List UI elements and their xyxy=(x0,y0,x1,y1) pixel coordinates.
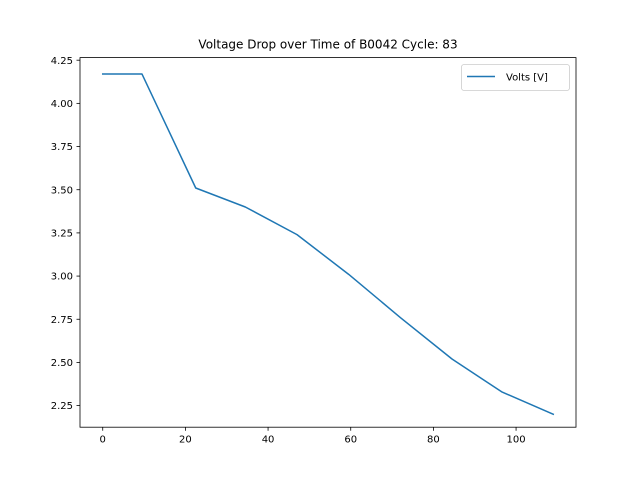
y-tick-label: 3.50 xyxy=(51,185,73,196)
y-tick-label: 4.00 xyxy=(51,99,73,110)
x-tick-label: 20 xyxy=(179,435,192,446)
axes-frame xyxy=(79,57,577,428)
y-tick-label: 2.50 xyxy=(51,358,73,369)
legend-label: Volts [V] xyxy=(506,73,548,84)
y-tick-label: 3.00 xyxy=(51,272,73,283)
x-tick-label: 60 xyxy=(344,435,357,446)
y-tick-label: 3.75 xyxy=(51,142,73,153)
x-tick-label: 80 xyxy=(427,435,440,446)
x-tick-label: 40 xyxy=(262,435,275,446)
y-tick-label: 2.25 xyxy=(51,401,73,412)
chart-title: Voltage Drop over Time of B0042 Cycle: 8… xyxy=(198,38,457,52)
x-tick-label: 100 xyxy=(507,435,526,446)
plot-area: 0 20 40 60 80 100 2.25 2.50 2.75 3.00 3.25 3.50 3.75… xyxy=(51,56,555,446)
y-tick-label: 3.25 xyxy=(51,229,73,240)
y-tick-label: 2.75 xyxy=(51,315,73,326)
x-tick-label: 0 xyxy=(100,435,106,446)
series-line-volts xyxy=(101,73,555,416)
legend-box xyxy=(461,64,570,91)
legend: Volts [V] xyxy=(461,64,570,91)
y-tick-label: 4.25 xyxy=(51,56,73,67)
